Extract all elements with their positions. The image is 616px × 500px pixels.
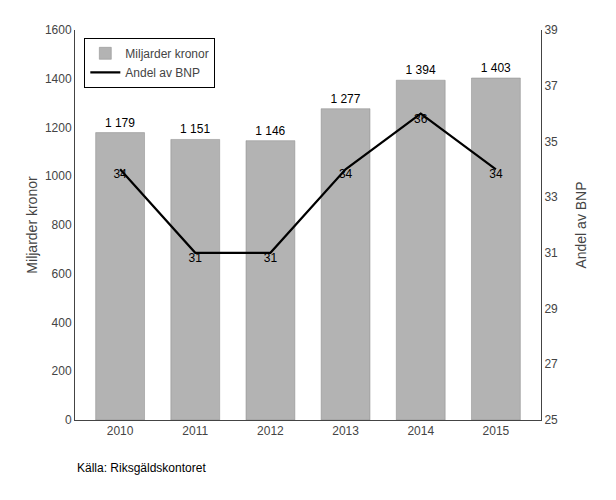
svg-text:Andel av BNP: Andel av BNP bbox=[125, 66, 200, 80]
svg-text:Källa: Riksgäldskontoret: Källa: Riksgäldskontoret bbox=[77, 461, 206, 475]
svg-text:1 403: 1 403 bbox=[481, 61, 511, 75]
svg-text:1 146: 1 146 bbox=[255, 124, 285, 138]
svg-text:1 394: 1 394 bbox=[406, 63, 436, 77]
svg-text:1 151: 1 151 bbox=[180, 122, 210, 136]
svg-text:2013: 2013 bbox=[332, 424, 359, 438]
svg-text:1600: 1600 bbox=[45, 23, 72, 37]
svg-text:33: 33 bbox=[544, 190, 558, 204]
svg-text:200: 200 bbox=[52, 364, 72, 378]
svg-text:600: 600 bbox=[52, 267, 72, 281]
svg-text:29: 29 bbox=[544, 302, 558, 316]
svg-text:Miljarder kronor: Miljarder kronor bbox=[24, 176, 40, 274]
svg-text:2010: 2010 bbox=[107, 424, 134, 438]
svg-text:39: 39 bbox=[544, 23, 558, 37]
svg-text:0: 0 bbox=[65, 413, 72, 427]
svg-text:31: 31 bbox=[189, 251, 203, 265]
svg-text:2014: 2014 bbox=[407, 424, 434, 438]
svg-text:1 277: 1 277 bbox=[330, 92, 360, 106]
svg-text:2012: 2012 bbox=[257, 424, 284, 438]
svg-text:400: 400 bbox=[52, 316, 72, 330]
svg-text:25: 25 bbox=[544, 413, 558, 427]
svg-text:800: 800 bbox=[52, 218, 72, 232]
svg-text:31: 31 bbox=[544, 246, 558, 260]
svg-text:1200: 1200 bbox=[45, 121, 72, 135]
svg-text:31: 31 bbox=[264, 251, 278, 265]
svg-text:1400: 1400 bbox=[45, 72, 72, 86]
svg-text:Andel av BNP: Andel av BNP bbox=[573, 181, 589, 268]
svg-text:1 179: 1 179 bbox=[105, 116, 135, 130]
svg-text:Miljarder kronor: Miljarder kronor bbox=[125, 47, 208, 61]
svg-text:2015: 2015 bbox=[483, 424, 510, 438]
svg-text:35: 35 bbox=[544, 135, 558, 149]
svg-text:36: 36 bbox=[414, 112, 428, 126]
svg-text:27: 27 bbox=[544, 357, 558, 371]
svg-text:34: 34 bbox=[113, 167, 127, 181]
svg-text:34: 34 bbox=[489, 167, 503, 181]
svg-text:34: 34 bbox=[339, 167, 353, 181]
svg-text:2011: 2011 bbox=[182, 424, 208, 438]
svg-text:37: 37 bbox=[544, 79, 558, 93]
svg-text:1000: 1000 bbox=[45, 169, 72, 183]
